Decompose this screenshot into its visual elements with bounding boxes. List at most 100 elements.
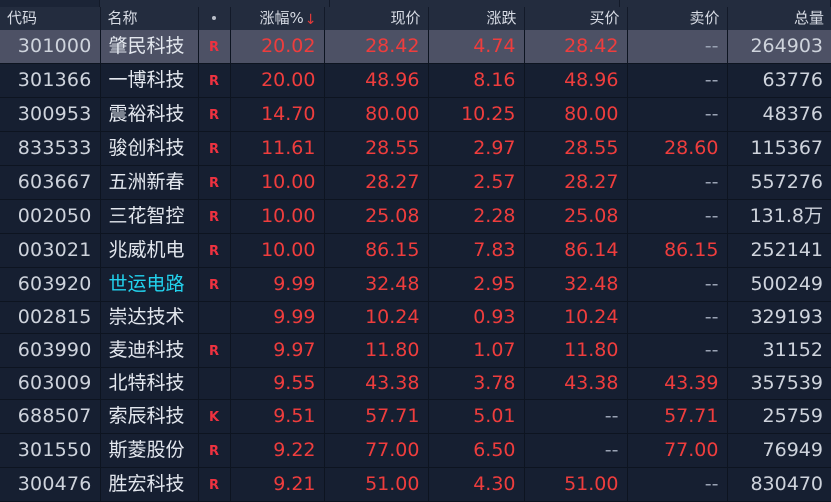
- table-row[interactable]: 603667 五洲新春 R 10.00 28.27 2.57 28.27 -- 557276: [0, 165, 831, 200]
- cell-flag: R: [198, 165, 231, 200]
- cell-code: 603920: [0, 267, 101, 302]
- table-body: 301000 肇民科技 R 20.02 28.42 4.74 28.42 -- 264903 30…: [0, 30, 831, 502]
- table-row[interactable]: 301000 肇民科技 R 20.02 28.42 4.74 28.42 -- 264903: [0, 30, 831, 64]
- table-row[interactable]: 301550 斯菱股份 R 9.22 77.00 6.50 -- 77.00 76949: [0, 433, 831, 468]
- column-header-price[interactable]: 现价: [324, 7, 429, 30]
- top-strip: [0, 0, 831, 7]
- column-header-pct[interactable]: 涨幅%↓: [230, 7, 325, 30]
- cell-flag: R: [198, 433, 231, 468]
- cell-volume: 557276: [727, 165, 831, 200]
- table-row[interactable]: 003021 兆威机电 R 10.00 86.15 7.83 86.14 86.15 25214…: [0, 233, 831, 268]
- margin-r-icon: R: [208, 108, 219, 123]
- column-header-code[interactable]: 代码: [0, 7, 101, 30]
- cell-change-percent: 9.55: [230, 367, 325, 400]
- cell-code: 833533: [0, 131, 101, 166]
- cell-volume: 25759: [727, 399, 831, 434]
- sort-descending-icon: ↓: [304, 12, 317, 28]
- cell-volume: 357539: [727, 367, 831, 400]
- cell-change-percent: 10.00: [230, 233, 325, 268]
- column-header-volume[interactable]: 总量: [727, 7, 831, 30]
- margin-r-icon: R: [208, 210, 219, 225]
- cell-price: 28.27: [324, 165, 429, 200]
- cell-volume: 76949: [727, 433, 831, 468]
- cell-bid: 32.48: [524, 267, 628, 302]
- cell-bid: 28.55: [524, 131, 628, 166]
- strip-seg: [330, 0, 620, 7]
- cell-name: 兆威机电: [100, 233, 199, 268]
- table-row[interactable]: 002815 崇达技术 9.99 10.24 0.93 10.24 -- 329193: [0, 301, 831, 334]
- cell-name: 索辰科技: [100, 399, 199, 434]
- table-row[interactable]: 603920 世运电路 R 9.99 32.48 2.95 32.48 -- 500249: [0, 267, 831, 302]
- cell-flag: R: [198, 233, 231, 268]
- cell-volume: 329193: [727, 301, 831, 334]
- cell-code: 300476: [0, 467, 101, 502]
- cell-ask: 86.15: [627, 233, 728, 268]
- column-header-change-label: 涨跌: [486, 9, 517, 27]
- cell-price: 51.00: [324, 467, 429, 502]
- cell-code: 002050: [0, 199, 101, 234]
- cell-name: 麦迪科技: [100, 333, 199, 368]
- cell-bid: 80.00: [524, 97, 628, 132]
- cell-bid: 11.80: [524, 333, 628, 368]
- cell-name: 崇达技术: [100, 301, 199, 334]
- cell-change-percent: 14.70: [230, 97, 325, 132]
- column-header-flag[interactable]: [198, 7, 231, 30]
- table-row[interactable]: 301366 一博科技 R 20.00 48.96 8.16 48.96 -- 63776: [0, 63, 831, 98]
- cell-change: 0.93: [428, 301, 525, 334]
- table-row[interactable]: 603990 麦迪科技 R 9.97 11.80 1.07 11.80 -- 31152: [0, 333, 831, 368]
- cell-code: 688507: [0, 399, 101, 434]
- margin-r-icon: R: [208, 40, 219, 55]
- cell-bid: 48.96: [524, 63, 628, 98]
- cell-price: 77.00: [324, 433, 429, 468]
- cell-name: 骏创科技: [100, 131, 199, 166]
- margin-r-icon: R: [208, 444, 219, 459]
- column-header-name-label: 名称: [107, 9, 138, 27]
- cell-change: 5.01: [428, 399, 525, 434]
- table-row[interactable]: 300953 震裕科技 R 14.70 80.00 10.25 80.00 -- 48376: [0, 97, 831, 132]
- column-header-bid[interactable]: 买价: [524, 7, 628, 30]
- table-row[interactable]: 688507 索辰科技 K 9.51 57.71 5.01 -- 57.71 25759: [0, 399, 831, 434]
- cell-change: 2.97: [428, 131, 525, 166]
- cell-ask: 77.00: [627, 433, 728, 468]
- cell-flag: R: [198, 467, 231, 502]
- cell-price: 28.42: [324, 30, 429, 64]
- cell-change: 4.74: [428, 30, 525, 64]
- column-header-ask[interactable]: 卖价: [627, 7, 728, 30]
- table-header: 代码 名称 涨幅%↓ 现价 涨跌 买价 卖价 总量: [0, 7, 831, 30]
- column-header-name[interactable]: 名称: [100, 7, 199, 30]
- column-header-ask-label: 卖价: [689, 9, 720, 27]
- cell-price: 57.71: [324, 399, 429, 434]
- cell-price: 10.24: [324, 301, 429, 334]
- margin-k-icon: K: [208, 410, 220, 425]
- column-header-volume-label: 总量: [793, 9, 824, 27]
- cell-bid: 10.24: [524, 301, 628, 334]
- column-header-change[interactable]: 涨跌: [428, 7, 525, 30]
- cell-change: 7.83: [428, 233, 525, 268]
- margin-r-icon: R: [208, 74, 219, 89]
- cell-ask: 43.39: [627, 367, 728, 400]
- cell-price: 28.55: [324, 131, 429, 166]
- cell-bid: 86.14: [524, 233, 628, 268]
- table-row[interactable]: 002050 三花智控 R 10.00 25.08 2.28 25.08 -- 131.8万: [0, 199, 831, 234]
- cell-bid: 51.00: [524, 467, 628, 502]
- cell-name: 震裕科技: [100, 97, 199, 132]
- cell-volume: 252141: [727, 233, 831, 268]
- table-row[interactable]: 300476 胜宏科技 R 9.21 51.00 4.30 51.00 -- 830470: [0, 467, 831, 502]
- column-header-pct-label: 涨幅%: [259, 9, 304, 27]
- column-header-code-label: 代码: [7, 9, 38, 27]
- cell-bid: --: [524, 433, 628, 468]
- strip-seg: [0, 0, 100, 7]
- cell-code: 603009: [0, 367, 101, 400]
- cell-flag: [198, 301, 231, 334]
- cell-price: 25.08: [324, 199, 429, 234]
- margin-r-icon: R: [208, 244, 219, 259]
- cell-ask: --: [627, 467, 728, 502]
- table-row[interactable]: 833533 骏创科技 R 11.61 28.55 2.97 28.55 28.60 11536…: [0, 131, 831, 166]
- cell-ask: 28.60: [627, 131, 728, 166]
- table-row[interactable]: 603009 北特科技 9.55 43.38 3.78 43.38 43.39 357539: [0, 367, 831, 400]
- cell-flag: K: [198, 399, 231, 434]
- cell-ask: --: [627, 30, 728, 64]
- cell-change: 10.25: [428, 97, 525, 132]
- cell-change-percent: 20.02: [230, 30, 325, 64]
- cell-code: 603667: [0, 165, 101, 200]
